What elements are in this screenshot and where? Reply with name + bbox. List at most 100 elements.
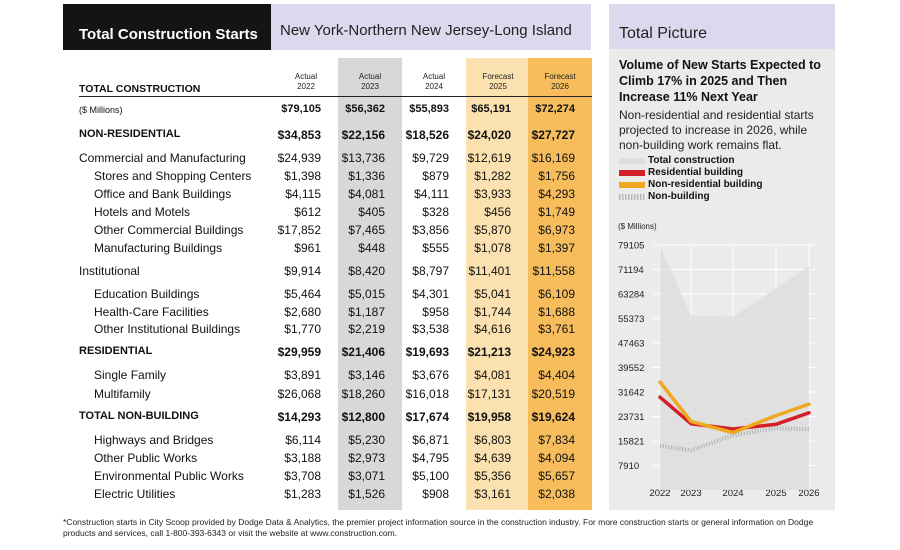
table-cell: $4,616 — [474, 322, 511, 336]
table-cell: $555 — [422, 241, 449, 255]
table-cell: $13,736 — [341, 151, 385, 165]
panel-header: Total Picture — [609, 4, 835, 49]
panel-subtitle: Volume of New Starts Expected to Climb 1… — [619, 58, 821, 104]
row-label: Health-Care Facilities — [94, 305, 209, 319]
table-cell: $3,538 — [412, 322, 449, 336]
table-cell: $5,356 — [474, 469, 511, 483]
table-cell: $1,749 — [538, 205, 575, 219]
table-cell: $29,959 — [277, 345, 321, 359]
row-label: RESIDENTIAL — [79, 345, 153, 357]
table-cell: $4,404 — [538, 368, 575, 382]
table-cell: $19,693 — [405, 345, 449, 359]
row-label: Hotels and Motels — [94, 205, 191, 219]
table-cell: $3,708 — [284, 469, 321, 483]
table-title-block: Total Construction Starts — [63, 4, 271, 50]
row-label: Education Buildings — [94, 287, 200, 301]
table-cell: $1,398 — [284, 169, 321, 183]
region-title: New York-Northern New Jersey-Long Island — [280, 22, 572, 39]
column-header-year: 2024 — [425, 82, 443, 91]
table-row: Commercial and Manufacturing $24,939 $13,7… — [0, 151, 600, 167]
table-cell: $4,081 — [474, 368, 511, 382]
table-cell: $1,078 — [474, 241, 511, 255]
table-cell: $448 — [358, 241, 385, 255]
legend-item: Non-building — [619, 191, 829, 203]
table-row: Stores and Shopping Centers $1,398 $1,336 $… — [0, 169, 600, 185]
table-cell: $3,933 — [474, 187, 511, 201]
table-cell: $8,797 — [412, 264, 449, 278]
legend-swatch — [619, 194, 645, 200]
table-title: Total Construction Starts — [79, 26, 258, 43]
chart-unit-label: ($ Millions) — [618, 222, 657, 231]
table-cell: $4,111 — [414, 187, 449, 201]
table-cell: $18,260 — [341, 387, 385, 401]
table-cell: $17,131 — [467, 387, 511, 401]
column-highlight-2023 — [338, 58, 402, 510]
legend-label: Residential building — [648, 167, 744, 178]
column-header-2: Actual 2024 — [402, 72, 466, 92]
table-row: Office and Bank Buildings $4,115 $4,081 $4,… — [0, 187, 600, 203]
legend-item: Total construction — [619, 155, 829, 167]
table-cell: $958 — [422, 305, 449, 319]
table-row: Other Commercial Buildings $17,852 $7,465 $… — [0, 223, 600, 239]
column-header-year: 2026 — [551, 82, 569, 91]
row-label: Office and Bank Buildings — [94, 187, 232, 201]
table-cell: $20,519 — [531, 387, 575, 401]
table-cell: $79,105 — [281, 103, 321, 115]
table-row: Manufacturing Buildings $961 $448 $555 $1,07… — [0, 241, 600, 257]
table-row: ($ Millions) $79,105 $56,362 $55,893 $65,191… — [0, 103, 600, 119]
table-cell: $11,401 — [468, 264, 512, 278]
table-row: NON-RESIDENTIAL $34,853 $22,156 $18,526 $24,… — [0, 128, 600, 144]
table-cell: $879 — [422, 169, 449, 183]
legend-item: Residential building — [619, 167, 829, 179]
table-cell: $6,109 — [538, 287, 575, 301]
table-cell: $72,274 — [535, 103, 575, 115]
table-row: Other Public Works $3,188 $2,973 $4,795 $4,6… — [0, 451, 600, 467]
table-cell: $3,188 — [284, 451, 321, 465]
table-cell: $7,834 — [538, 433, 575, 447]
table-cell: $1,744 — [474, 305, 511, 319]
row-label: TOTAL NON-BUILDING — [79, 410, 199, 422]
table-cell: $1,756 — [538, 169, 575, 183]
legend-label: Non-residential building — [648, 179, 763, 190]
table-cell: $1,336 — [348, 169, 385, 183]
table-cell: $2,680 — [284, 305, 321, 319]
table-row: Electric Utilities $1,283 $1,526 $908 $3,161… — [0, 487, 600, 503]
table-cell: $4,639 — [474, 451, 511, 465]
total-construction-heading: TOTAL CONSTRUCTION — [79, 83, 201, 95]
table-row: Environmental Public Works $3,708 $3,071 $5… — [0, 469, 600, 485]
row-label: Other Commercial Buildings — [94, 223, 244, 237]
row-label: Institutional — [79, 264, 140, 278]
column-header-kind: Actual — [422, 72, 446, 81]
panel-title: Total Picture — [619, 25, 708, 42]
table-cell: $5,464 — [284, 287, 321, 301]
table-cell: $4,795 — [412, 451, 449, 465]
table-cell: $9,914 — [284, 264, 321, 278]
table-cell: $612 — [294, 205, 321, 219]
column-header-kind: Actual — [358, 72, 382, 81]
table-cell: $456 — [484, 205, 511, 219]
table-cell: $12,619 — [467, 151, 511, 165]
table-cell: $1,770 — [284, 322, 321, 336]
row-label: NON-RESIDENTIAL — [79, 128, 181, 140]
table-cell: $14,293 — [277, 410, 321, 424]
table-cell: $17,852 — [277, 223, 321, 237]
table-cell: $26,068 — [277, 387, 321, 401]
table-cell: $3,161 — [474, 487, 511, 501]
table-cell: $5,870 — [474, 223, 511, 237]
table-row: Multifamily $26,068 $18,260 $16,018 $17,131 $… — [0, 387, 600, 403]
table-cell: $1,397 — [538, 241, 575, 255]
table-cell: $2,038 — [538, 487, 575, 501]
row-label: Highways and Bridges — [94, 433, 214, 447]
row-label: Single Family — [94, 368, 167, 382]
table-cell: $6,114 — [285, 433, 321, 447]
table-row: Single Family $3,891 $3,146 $3,676 $4,081 $4,… — [0, 368, 600, 384]
column-header-kind: Forecast — [482, 72, 514, 81]
panel-description: Non-residential and residential starts p… — [619, 108, 814, 152]
table-cell: $6,973 — [538, 223, 575, 237]
row-label: Commercial and Manufacturing — [79, 151, 246, 165]
row-label: Other Institutional Buildings — [94, 322, 241, 336]
table-cell: $4,094 — [538, 451, 575, 465]
table-cell: $1,283 — [284, 487, 321, 501]
row-label: Environmental Public Works — [94, 469, 244, 483]
table-cell: $24,923 — [531, 345, 575, 359]
